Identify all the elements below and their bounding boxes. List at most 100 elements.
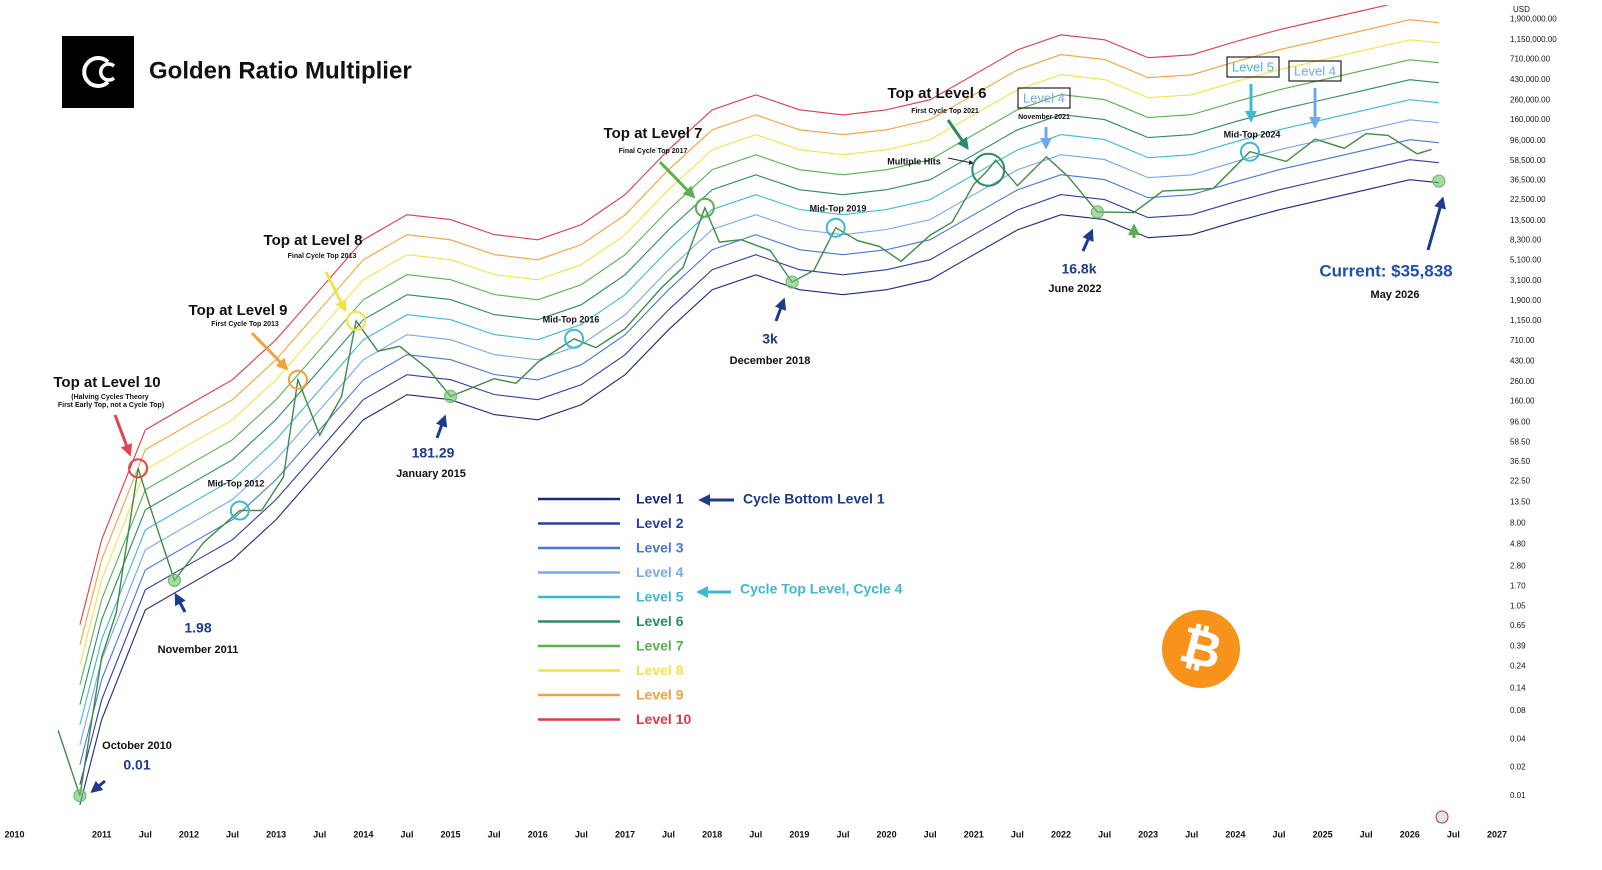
x-tick-label: 2012: [179, 829, 199, 839]
annotation-title: Mid-Top 2024: [1224, 129, 1281, 139]
callout-box: [1288, 60, 1342, 82]
annotation-date: December 2018: [730, 355, 811, 367]
annotation-date: June 2022: [1048, 283, 1101, 295]
y-tick-label: 0.02: [1510, 763, 1526, 772]
level-line: [79, 139, 1439, 765]
annotation-marker: [564, 328, 585, 349]
x-tick-label: 2016: [528, 829, 548, 839]
annotation-marker: [971, 152, 1006, 187]
y-tick-label: 13,500.00: [1510, 216, 1546, 225]
callout: Level 4: [1023, 90, 1065, 105]
y-tick-label: 0.04: [1510, 734, 1526, 743]
y-tick-label: 710.00: [1510, 336, 1535, 345]
y-tick-label: 0.01: [1510, 791, 1526, 800]
y-tick-label: 58,500.00: [1510, 156, 1546, 165]
annotation-marker: [229, 500, 250, 521]
x-tick-label: 2024: [1225, 829, 1245, 839]
x-tick-label: 2026: [1400, 829, 1420, 839]
annotation-date: January 2015: [396, 468, 466, 480]
annotation-note: First Cycle Top 2021: [911, 108, 979, 115]
level-line: [79, 5, 1390, 626]
x-tick-label: Jul: [924, 829, 937, 839]
legend-label: Level 9: [636, 687, 684, 703]
x-tick-label: 2021: [964, 829, 984, 839]
arrow: [947, 157, 974, 165]
y-tick-label: 36.50: [1510, 457, 1531, 466]
y-tick-label: 5,100.00: [1510, 256, 1542, 265]
plot-area: [57, 5, 1439, 806]
y-tick-label: 1,150.00: [1510, 316, 1542, 325]
legend-note: Cycle Top Level, Cycle 4: [740, 581, 903, 597]
y-tick-label: 0.65: [1510, 621, 1526, 630]
y-tick-label: 260,000.00: [1510, 95, 1551, 104]
legend-label: Level 2: [636, 515, 684, 531]
arrow: [113, 414, 133, 457]
bitcoin-icon: [1162, 610, 1240, 688]
level-line: [79, 179, 1439, 806]
callout: Level 4: [1294, 63, 1336, 78]
y-tick-label: 1,900,000.00: [1510, 14, 1557, 23]
annotation-title: Top at Level 6: [888, 85, 987, 102]
y-tick-label: 0.08: [1510, 706, 1526, 715]
logo-glyph: [82, 56, 110, 88]
y-tick-label: 22.50: [1510, 476, 1531, 485]
annotation-title: Mid-Top 2016: [543, 314, 600, 324]
arrow: [174, 592, 187, 613]
level-line: [79, 39, 1439, 665]
y-tick-label: 0.14: [1510, 683, 1526, 692]
x-tick-label: Jul: [836, 829, 849, 839]
y-tick-label: 0.39: [1510, 642, 1526, 651]
legend-label: Level 10: [636, 711, 691, 727]
level-line: [79, 119, 1439, 746]
x-tick-label: 2022: [1051, 829, 1071, 839]
x-tick-label: Jul: [749, 829, 762, 839]
y-tick-label: 2.80: [1510, 561, 1526, 570]
annotation-marker: [1239, 141, 1260, 162]
annotation-marker: [73, 789, 87, 803]
callout-box: [1017, 87, 1071, 109]
annotation-marker: [443, 389, 458, 403]
annotation-note: (Halving Cycles Theory: [71, 394, 149, 401]
legend-label: Level 1: [636, 491, 684, 507]
level-line: [79, 99, 1439, 726]
x-tick-label: 2011: [92, 829, 112, 839]
callout: Multiple Hits: [887, 156, 941, 166]
x-tick-label: Jul: [226, 829, 239, 839]
y-tick-label: 96.00: [1510, 417, 1531, 426]
x-tick-label: 2023: [1138, 829, 1158, 839]
annotation-marker: [1090, 205, 1104, 219]
annotation-title: Top at Level 7: [604, 125, 703, 142]
x-tick-label: Jul: [575, 829, 588, 839]
callout-box: [1226, 56, 1280, 78]
x-tick-label: Jul: [1360, 829, 1373, 839]
x-tick-label: 2014: [353, 829, 373, 839]
annotation-marker: [694, 197, 715, 218]
annotation-marker: [128, 458, 149, 479]
arrow: [946, 119, 969, 150]
annotation-title: Mid-Top 2019: [810, 203, 867, 213]
annotation-marker: [346, 310, 367, 331]
y-tick-label: 13.50: [1510, 497, 1531, 506]
level-line: [79, 159, 1439, 785]
y-tick-label: 8.00: [1510, 519, 1526, 528]
annotation-value: 0.01: [123, 757, 150, 773]
arrow: [774, 297, 787, 322]
annotation-date: November 2011: [158, 644, 239, 656]
level-line: [79, 79, 1439, 705]
y-tick-label: 96,000.00: [1510, 136, 1546, 145]
x-tick-label: Jul: [662, 829, 675, 839]
x-tick-label: Jul: [1272, 829, 1285, 839]
x-tick-label: 2015: [441, 829, 461, 839]
y-tick-label: 160,000.00: [1510, 115, 1551, 124]
y-tick-label: 58.50: [1510, 438, 1531, 447]
annotation-date: October 2010: [102, 740, 172, 752]
x-tick-label: 2010: [5, 829, 25, 839]
x-tick-label: Jul: [400, 829, 413, 839]
annotation-value: 1.98: [184, 620, 211, 636]
callout-date: November 2021: [1018, 114, 1070, 121]
x-tick-label: Jul: [488, 829, 501, 839]
annotation-marker: [287, 369, 308, 390]
